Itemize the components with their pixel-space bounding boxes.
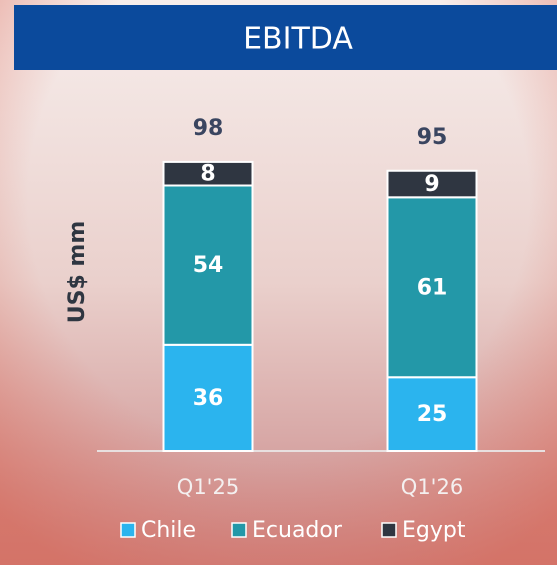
data-label: 25 bbox=[417, 402, 448, 427]
bar-segment bbox=[162, 160, 254, 187]
bar-segment bbox=[386, 169, 478, 199]
x-tick-label: Q1'25 bbox=[177, 475, 239, 499]
chart-title: EBITDA bbox=[243, 22, 353, 57]
data-label: 54 bbox=[193, 253, 224, 278]
y-axis-label: US$ mm bbox=[65, 221, 90, 324]
bar-segment bbox=[386, 376, 478, 452]
data-label: 36 bbox=[193, 386, 224, 411]
legend-label: Ecuador bbox=[252, 518, 343, 543]
bar-segment bbox=[162, 184, 254, 346]
bar-segment bbox=[386, 196, 478, 379]
x-tick-label: Q1'26 bbox=[401, 475, 463, 499]
data-label: 9 bbox=[424, 172, 439, 197]
legend-swatch bbox=[231, 522, 247, 538]
legend-label: Chile bbox=[141, 518, 196, 543]
data-label: 8 bbox=[200, 162, 215, 187]
total-label: 95 bbox=[417, 125, 448, 150]
header-band bbox=[14, 5, 557, 70]
legend-label: Egypt bbox=[402, 518, 466, 543]
data-label: 61 bbox=[417, 275, 448, 300]
total-label: 98 bbox=[193, 116, 224, 141]
legend-swatch bbox=[381, 522, 397, 538]
legend-swatch bbox=[120, 522, 136, 538]
